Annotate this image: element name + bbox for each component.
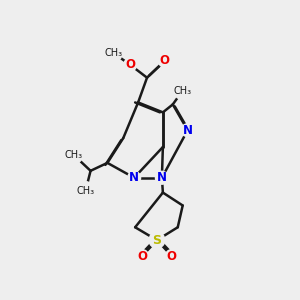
Circle shape — [77, 182, 94, 200]
Text: O: O — [137, 250, 147, 262]
Circle shape — [158, 54, 171, 67]
Text: N: N — [157, 171, 167, 184]
Text: CH₃: CH₃ — [65, 150, 83, 160]
Text: O: O — [160, 54, 170, 67]
Text: O: O — [167, 250, 177, 262]
Text: CH₃: CH₃ — [174, 85, 192, 96]
Circle shape — [181, 124, 194, 136]
Text: O: O — [125, 58, 135, 71]
Circle shape — [124, 58, 136, 71]
Circle shape — [128, 171, 141, 184]
Circle shape — [174, 82, 192, 100]
Circle shape — [65, 146, 82, 164]
Text: CH₃: CH₃ — [76, 186, 95, 196]
Text: N: N — [183, 124, 193, 137]
Circle shape — [149, 232, 165, 248]
Text: CH₃: CH₃ — [104, 48, 122, 58]
Circle shape — [165, 250, 178, 262]
Circle shape — [104, 44, 122, 62]
Text: S: S — [152, 234, 161, 247]
Circle shape — [155, 171, 168, 184]
Text: N: N — [129, 171, 139, 184]
Circle shape — [136, 250, 148, 262]
